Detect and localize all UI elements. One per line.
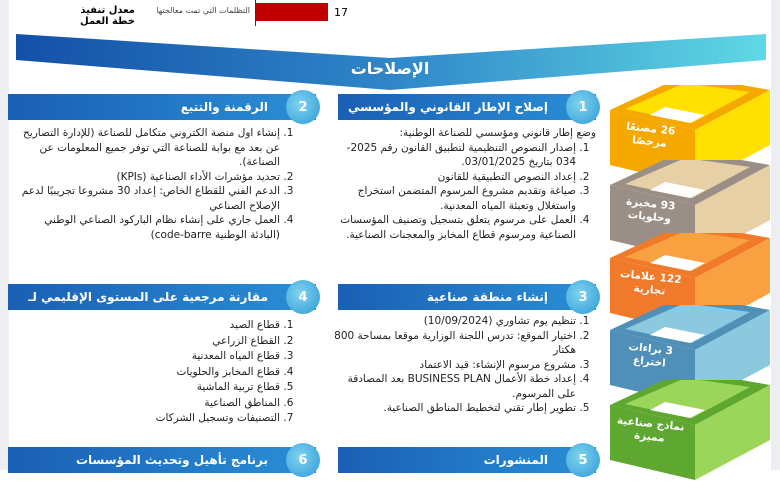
stats-stack: 26 مصنعًا مرخصًا 93 مخبزة وحلويات 122 عل…	[600, 85, 772, 480]
section-3-body: تنظيم يوم تشاوري (10/09/2024) اختيار الم…	[334, 314, 596, 416]
banner-ribbon	[16, 34, 766, 90]
bar-axis	[255, 0, 256, 26]
list-item: تحديد مؤشرات الأداء الصناعية (KPIs)	[18, 170, 280, 185]
list-item: إعداد خطة الأعمال BUSINESS PLAN بعد المص…	[334, 372, 576, 401]
section-4-header: مقارنة مرجعية على المستوى الإقليمي لـ 4	[8, 280, 320, 314]
box-shape	[610, 380, 770, 480]
list-item: إعداد النصوص التطبيقية للقانون	[334, 170, 576, 185]
section-2-body: إنشاء اول منصة الكتروني متكامل للصناعة (…	[18, 126, 300, 242]
section-intro: وضع إطار قانوني ومؤسسي للصناعة الوطنية:	[399, 127, 596, 139]
section-title: المنشورات	[483, 453, 548, 467]
stat-box-trademarks: 122 علامات تجارية	[610, 233, 770, 333]
metric-bar	[255, 3, 328, 21]
section-1-body: وضع إطار قانوني ومؤسسي للصناعة الوطنية: …	[334, 126, 596, 242]
list-item: التصنيفات وتسجيل الشركات	[18, 411, 280, 427]
list-item: صياغة وتقديم مشروع المرسوم المتضمن استخر…	[334, 184, 576, 213]
list-item: قطاع تربية الماشية	[18, 380, 280, 396]
section-title: برنامج تأهيل وتحديث المؤسسات	[75, 453, 268, 467]
list-item: إنشاء اول منصة الكتروني متكامل للصناعة (…	[18, 126, 280, 170]
right-edge	[771, 0, 780, 470]
metric-value: 17	[334, 6, 348, 19]
left-edge	[0, 0, 9, 470]
section-title: إنشاء منطقة صناعية	[426, 290, 548, 304]
section-title: الرقمنة والتتبع	[180, 100, 268, 114]
section-number: 2	[286, 90, 320, 124]
list-item: مشروع مرسوم الإنشاء: قيد الاعتماد	[334, 358, 576, 373]
section-title: مقارنة مرجعية على المستوى الإقليمي لـ	[28, 290, 268, 304]
list-item: تطوير إطار تقني لتخطيط المناطق الصناعية.	[334, 401, 576, 416]
stat-box-designs: نماذج صناعية مميزة	[610, 380, 770, 480]
section-5-header: المنشورات 5	[338, 443, 600, 477]
section-number: 5	[566, 443, 600, 477]
banner-title: الإصلاحات	[350, 59, 430, 78]
list-item: المناطق الصناعية	[18, 396, 280, 412]
list-item: إصدار النصوص التنظيمية لتطبيق القانون رق…	[334, 141, 576, 170]
list-item: اختيار الموقع: تدرس اللجنة الوزارية موقع…	[334, 329, 576, 358]
list-item: تنظيم يوم تشاوري (10/09/2024)	[334, 314, 576, 329]
section-number: 3	[566, 280, 600, 314]
kpi-title: معدل تنفيذ خطة العمل	[80, 5, 135, 27]
section-3-header: إنشاء منطقة صناعية 3	[338, 280, 600, 314]
section-6-header: برنامج تأهيل وتحديث المؤسسات 6	[8, 443, 320, 477]
list-item: قطاع الصيد	[18, 318, 280, 334]
section-2-header: الرقمنة والتتبع 2	[8, 90, 320, 124]
list-item: القطاع الزراعي	[18, 334, 280, 350]
section-4-body: قطاع الصيد القطاع الزراعي قطاع المياه ال…	[18, 318, 300, 427]
section-number: 6	[286, 443, 320, 477]
stat-box-bakeries: 93 مخبزة وحلويات	[610, 160, 770, 260]
list-item: العمل جاري على إنشاء نظام الباركود الصنا…	[18, 213, 280, 242]
list-item: قطاع المخابز والحلويات	[18, 365, 280, 381]
kpi-header: معدل تنفيذ خطة العمل التظلمات التي تمت م…	[0, 0, 780, 30]
stat-box-factories: 26 مصنعًا مرخصًا	[610, 85, 770, 185]
metric-label: التظلمات التي تمت معالجتها	[156, 6, 250, 15]
section-1-header: إصلاح الإطار القانوني والمؤسسي 1	[338, 90, 600, 124]
list-item: الدعم الفني للقطاع الخاص: إعداد 30 مشروع…	[18, 184, 280, 213]
section-number: 4	[286, 280, 320, 314]
list-item: قطاع المياه المعدنية	[18, 349, 280, 365]
section-number: 1	[566, 90, 600, 124]
list-item: العمل على مرسوم يتعلق بتسجيل وتصنيف المؤ…	[334, 213, 576, 242]
section-title: إصلاح الإطار القانوني والمؤسسي	[347, 100, 548, 114]
stat-box-patents: 3 براءات اختراع	[610, 305, 770, 405]
